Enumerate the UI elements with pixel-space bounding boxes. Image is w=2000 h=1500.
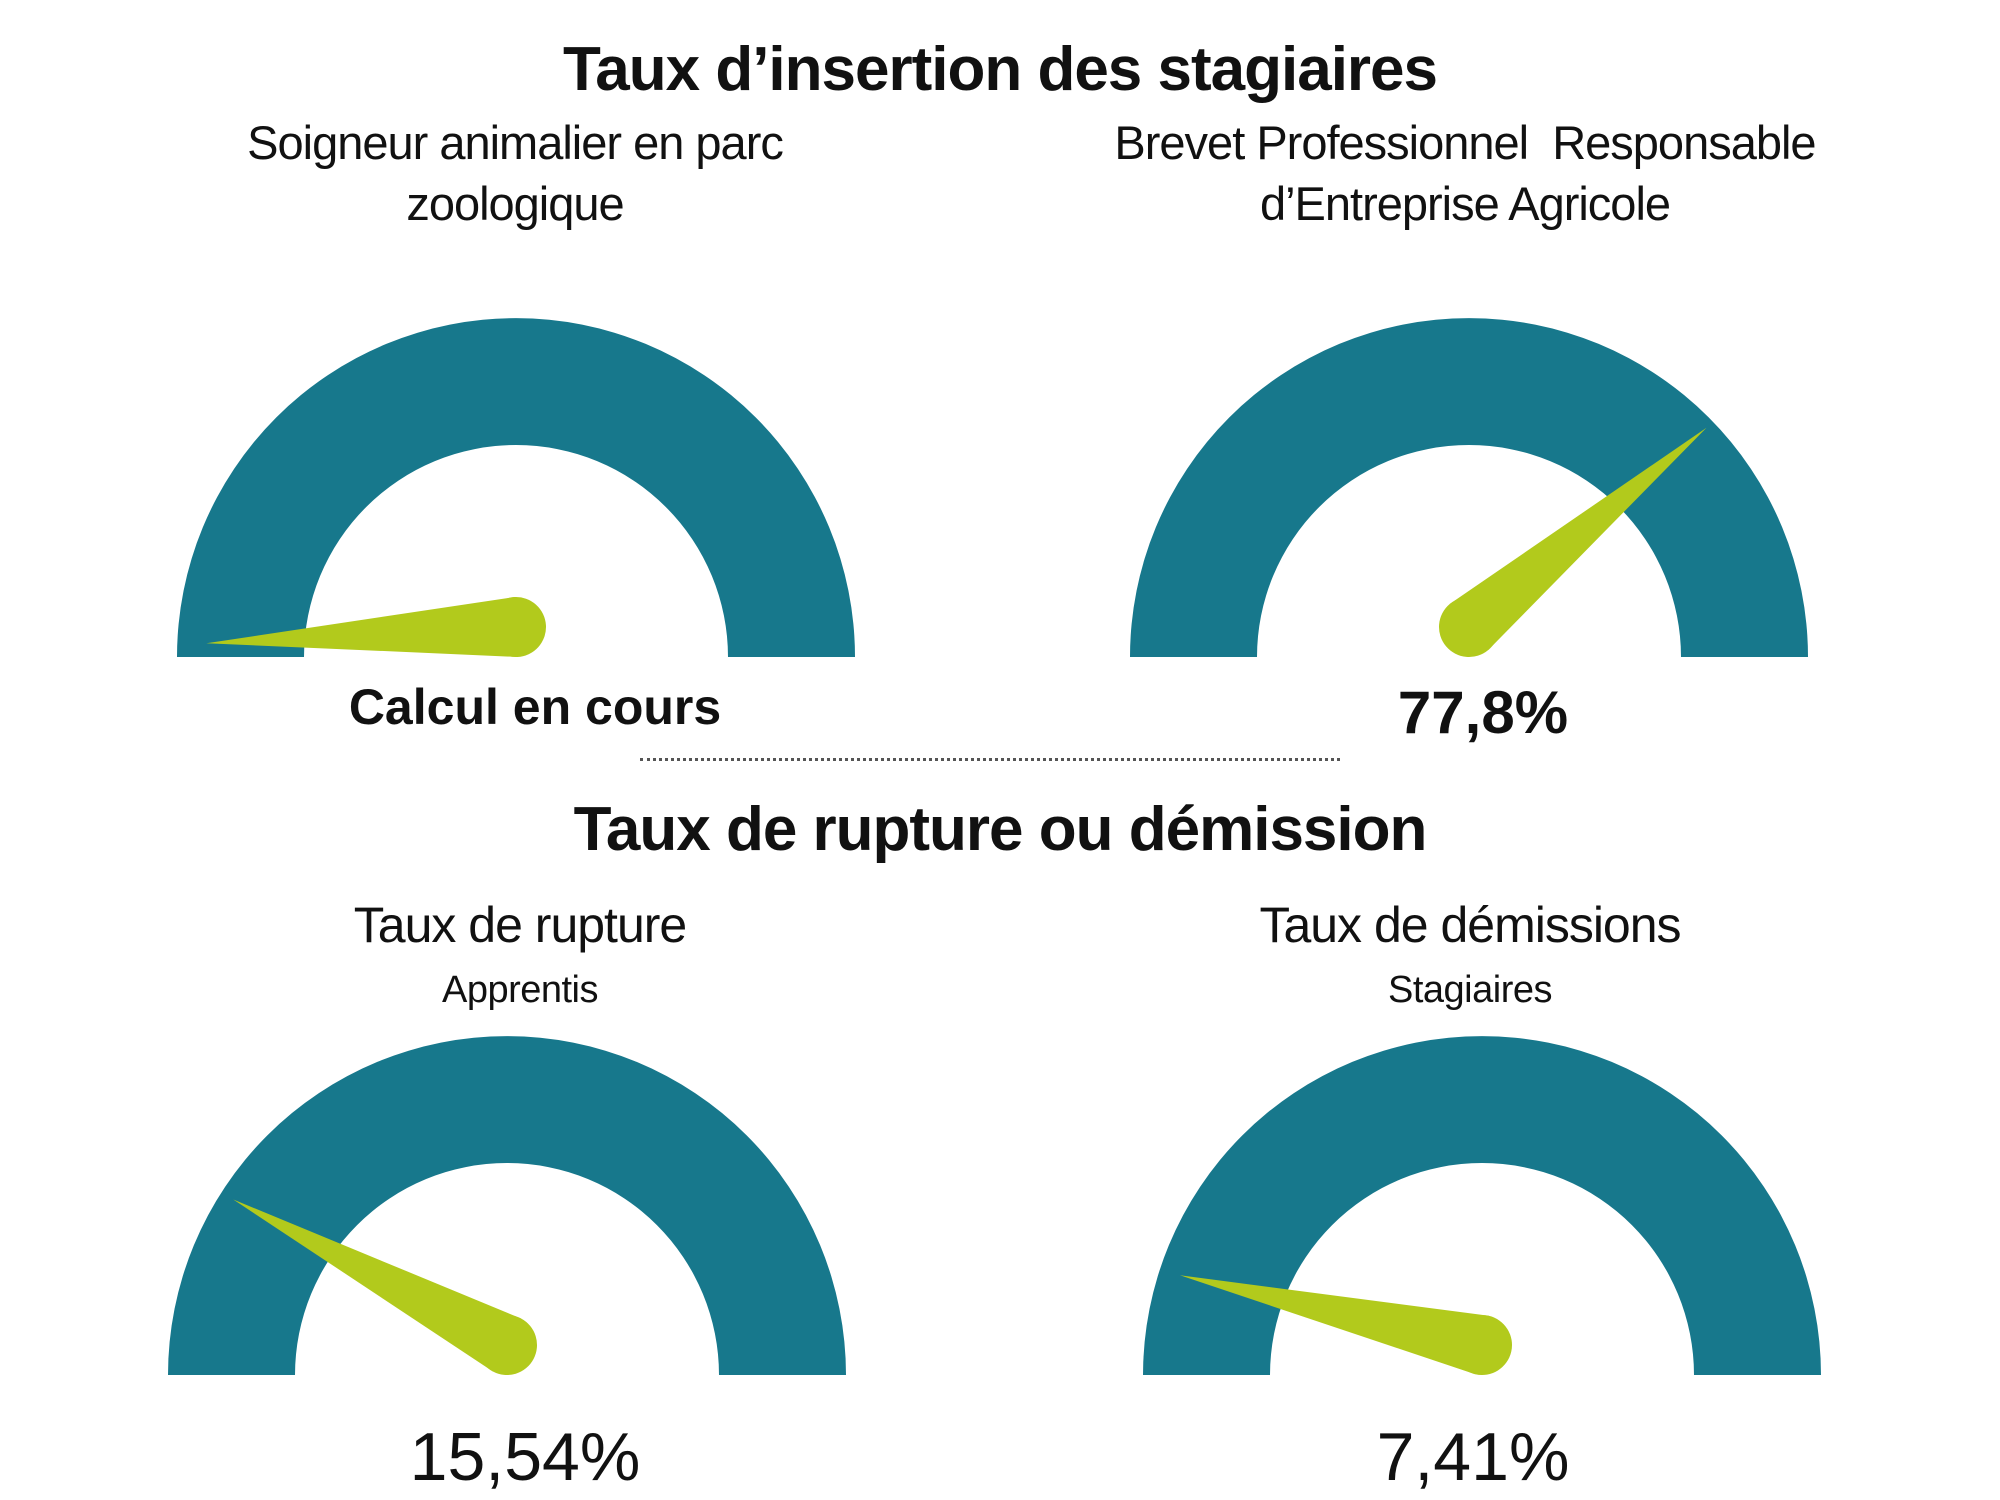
- gauge-arc: [1143, 1036, 1821, 1375]
- gauge-value-brevet: 77,8%: [1397, 679, 1569, 746]
- gauge-title-rupture: Taux de rupture: [353, 897, 687, 953]
- gauge-rupture: [168, 1036, 846, 1375]
- gauge-header-rupture: Taux de rupture Apprentis: [140, 893, 900, 1014]
- gauge-needle: [233, 1199, 537, 1375]
- gauge-demissions: [1143, 1036, 1821, 1375]
- gauge-title-brevet: Brevet Professionnel Responsable d’Entre…: [1114, 116, 1816, 231]
- gauge-arc: [168, 1036, 846, 1375]
- gauge-needle: [206, 597, 546, 657]
- gauge-value-rupture: 15,54%: [409, 1419, 641, 1495]
- gauge-needle: [1439, 427, 1707, 657]
- gauge-subtitle-apprentis: Apprentis: [441, 969, 599, 1011]
- gauge-value-soigneur: Calcul en cours: [348, 679, 722, 735]
- gauge-title-soigneur: Soigneur animalier en parc zoologique: [247, 116, 784, 231]
- gauge-arc: [177, 318, 855, 657]
- gauge-title-demissions: Taux de démissions: [1259, 897, 1681, 953]
- section-title-rupture: Taux de rupture ou démission: [573, 795, 1428, 864]
- gauge-brevet: [1130, 318, 1808, 657]
- section-divider: [640, 758, 1340, 761]
- gauge-needle: [1179, 1275, 1512, 1375]
- gauge-header-demissions: Taux de démissions Stagiaires: [1090, 893, 1850, 1014]
- gauge-soigneur: [177, 318, 855, 657]
- gauge-subtitle-stagiaires: Stagiaires: [1388, 969, 1552, 1011]
- gauge-value-demissions: 7,41%: [1376, 1419, 1570, 1495]
- section-title-insertion: Taux d’insertion des stagiaires: [562, 35, 1438, 104]
- gauge-arc: [1130, 318, 1808, 657]
